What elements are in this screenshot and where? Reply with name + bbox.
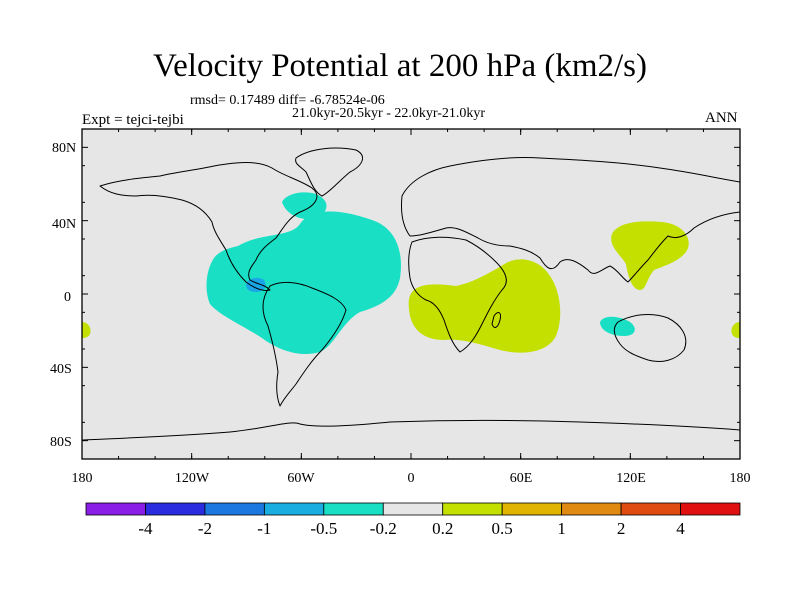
positive-anomaly-region-dateline-east [731, 322, 740, 338]
anomaly-fields [82, 192, 740, 355]
coastline-antarctica [82, 420, 740, 441]
colorbar-swatch [204, 502, 265, 516]
negative-anomaly-region-australia [600, 316, 635, 336]
colorbar-label: 0.2 [432, 519, 453, 538]
positive-anomaly-region-dateline-west [82, 322, 91, 338]
positive-anomaly-region-indian-ocean [408, 259, 561, 353]
lon-label-180e: 180 [730, 471, 751, 486]
colorbar-label: 1 [557, 519, 566, 538]
positive-anomaly-region-east-asia [611, 221, 689, 290]
colorbar-label: -1 [257, 519, 271, 538]
colorbar-swatch [85, 502, 146, 516]
colorbar-label: -0.2 [370, 519, 397, 538]
colorbar-label: -0.5 [310, 519, 337, 538]
negative-anomaly-region-northatlantic [282, 192, 327, 220]
lon-label-120e: 120E [616, 471, 646, 486]
colorbar-label: -4 [138, 519, 153, 538]
colorbar-label: -2 [198, 519, 212, 538]
coastline-eurasia [401, 156, 740, 283]
colorbar-swatch [561, 502, 622, 516]
lat-label-0: 0 [64, 290, 71, 305]
lon-label-120w: 120W [175, 471, 210, 486]
lat-label-40s: 40S [50, 362, 72, 377]
lon-label-60e: 60E [510, 471, 533, 486]
axis-ticks [81, 128, 741, 460]
coastlines [82, 147, 740, 441]
coastline-south-america [262, 281, 347, 407]
negative-anomaly-region-atlantic [206, 211, 401, 355]
coastline-australia [613, 314, 687, 363]
colorbar [85, 502, 741, 516]
lat-label-80s: 80S [50, 435, 72, 450]
lat-label-40n: 40N [52, 217, 76, 232]
negative-anomaly-spot-pacific [246, 277, 266, 292]
experiment-label: Expt = tejci-tejbi [82, 112, 184, 128]
colorbar-swatch [620, 502, 681, 516]
colorbar-label: 2 [617, 519, 626, 538]
colorbar-swatch [382, 502, 444, 516]
period-text: 21.0kyr-20.5kyr - 22.0kyr-21.0kyr [292, 106, 486, 121]
colorbar-label: 4 [676, 519, 685, 538]
lat-label-80n: 80N [52, 141, 76, 156]
colorbar-swatch [323, 502, 384, 516]
coastline-madagascar [491, 312, 501, 328]
map-title: Velocity Potential at 200 hPa (km2/s) [152, 48, 648, 84]
stats-text: rmsd= 0.17489 diff= -6.78524e-06 [190, 93, 385, 108]
colorbar-swatch [263, 502, 325, 516]
colorbar-label: 0.5 [492, 519, 513, 538]
colorbar-swatch [145, 502, 206, 516]
colorbar-labels: -4 -2 -1 -0.5 -0.2 0.2 0.5 1 2 4 [138, 519, 685, 538]
coastline-greenland [295, 147, 364, 197]
coastline-africa [408, 236, 507, 353]
colorbar-swatch [442, 502, 503, 516]
colorbar-swatch [501, 502, 563, 516]
colorbar-swatch [680, 502, 741, 516]
lon-label-60w: 60W [287, 471, 315, 486]
lon-label-180w: 180 [72, 471, 93, 486]
lon-label-0: 0 [408, 471, 415, 486]
season-label: ANN [705, 110, 738, 126]
coastline-north-america [99, 162, 318, 291]
